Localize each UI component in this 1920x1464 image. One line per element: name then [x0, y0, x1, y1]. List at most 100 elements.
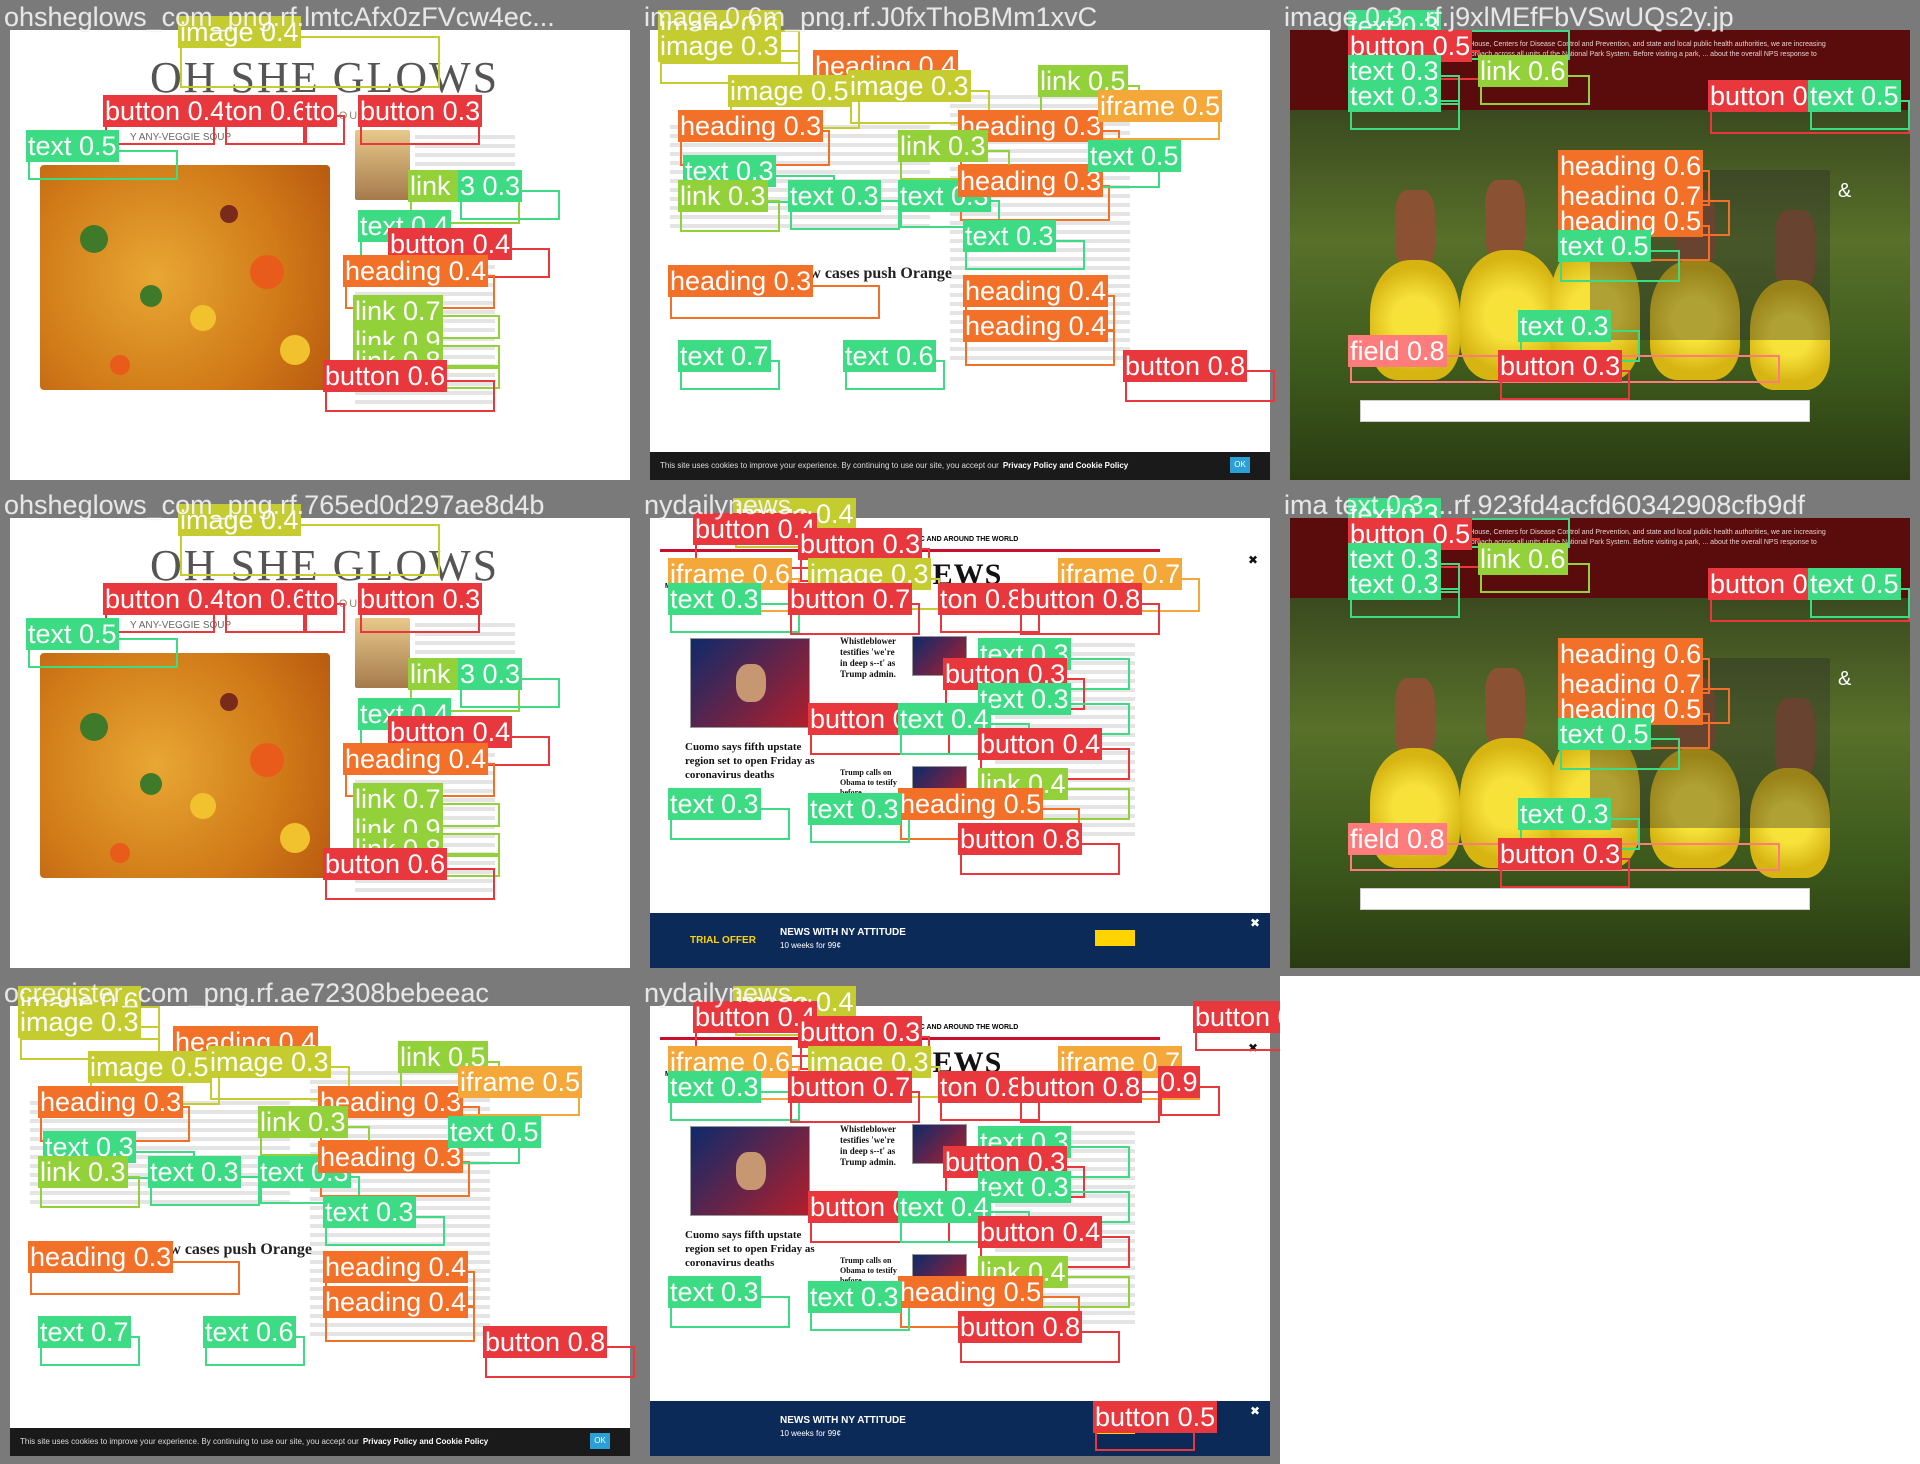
story-headline[interactable]: Trump calls on Obama to testify before — [840, 768, 897, 797]
detection-label: button 0.3 — [358, 583, 483, 615]
right-column-line[interactable] — [310, 1332, 490, 1336]
soup-ingredient — [220, 205, 238, 223]
article-line[interactable] — [30, 1119, 290, 1123]
sidebar-line — [415, 162, 515, 166]
detection-label: text 0.3 — [978, 1171, 1071, 1203]
right-column-line[interactable] — [310, 1116, 490, 1120]
right-column-line[interactable] — [310, 1179, 490, 1183]
detection-label: heading 0.5 — [898, 788, 1044, 820]
right-column-line[interactable] — [950, 149, 1130, 153]
right-column-line[interactable] — [950, 203, 1130, 207]
story-headline[interactable]: Whistleblower testifies 'we're in deep s… — [840, 636, 896, 679]
cookie-policy-link[interactable]: Privacy Policy and Cookie Policy — [362, 1437, 489, 1446]
close-icon[interactable]: ✖ — [1249, 916, 1260, 930]
soup-ingredient — [220, 693, 238, 711]
soup-ingredient — [140, 285, 162, 307]
detection-label: heading 0.4 — [963, 310, 1109, 342]
close-icon[interactable]: ✖ — [1247, 553, 1258, 567]
detection-label: heading 0.4 — [343, 743, 489, 775]
detection-label: link 0.3 — [38, 1156, 128, 1188]
article-line[interactable] — [30, 1191, 290, 1195]
article-line[interactable] — [670, 161, 930, 165]
detection-label: button 0.8 — [958, 1311, 1083, 1343]
right-column-line[interactable] — [310, 1242, 490, 1246]
subscription-banner: TRIAL OFFER NEWS WITH NY ATTITUDE 10 weeks… — [650, 913, 1270, 968]
detection-label: text 0.5 — [1558, 718, 1651, 750]
detection-label: ton 0.6 — [223, 95, 310, 127]
article-line[interactable] — [30, 1137, 290, 1141]
screenshot-tile: NYC AND AROUND THE WORLD✖NEWSMAY 14Whist… — [640, 488, 1280, 976]
detection-label: button 0.4 — [978, 1216, 1103, 1248]
article-line[interactable] — [30, 1128, 290, 1132]
detection-label: heading 0.3 — [318, 1086, 464, 1118]
trial-offer-label: TRIAL OFFER — [690, 935, 756, 946]
right-column-line[interactable] — [950, 347, 1130, 351]
right-column-line[interactable] — [950, 356, 1130, 360]
right-column-line[interactable] — [950, 140, 1130, 144]
detection-label: heading 0.4 — [963, 275, 1109, 307]
article-line[interactable] — [670, 143, 930, 147]
article-line[interactable] — [30, 1146, 290, 1150]
dancer-body — [1395, 190, 1435, 270]
sidebar-line — [415, 153, 515, 157]
screenshot-tile: Following guidance from the White House,… — [1280, 0, 1920, 488]
right-column-line[interactable] — [310, 1323, 490, 1327]
sidebar-link[interactable] — [355, 391, 495, 395]
ad-line — [995, 814, 1135, 818]
article-line[interactable] — [30, 1200, 290, 1204]
sidebar-link[interactable] — [355, 400, 495, 404]
detection-label: text 0.3 — [148, 1156, 241, 1188]
article-line[interactable] — [670, 170, 930, 174]
detection-label: image 0.3 — [208, 1046, 331, 1078]
tile-filename: image 0.3...rf.j9xlMEfFbVSwUQs2y.jp — [1284, 2, 1734, 32]
detection-label: text 0.5 — [448, 1116, 541, 1148]
detection-label: iframe 0.5 — [1098, 90, 1223, 122]
detection-label: link 0.5 — [1038, 65, 1128, 97]
detection-label: image 0.4 — [178, 16, 301, 48]
section-label: NYC AND AROUND THE WORLD — [910, 536, 1019, 543]
tile-filename: nydailynews... — [644, 978, 814, 1008]
detection-label: button 0.7 — [788, 583, 913, 615]
sidebar-link[interactable] — [355, 780, 495, 784]
story-photo[interactable] — [690, 1126, 810, 1216]
close-icon[interactable]: ✖ — [1249, 1404, 1260, 1418]
article-line[interactable] — [670, 152, 930, 156]
right-column-line[interactable] — [310, 1134, 490, 1138]
detection-label: button 0.3 — [798, 1016, 923, 1048]
detection-label: button 0.3 — [358, 95, 483, 127]
sidebar-link[interactable] — [355, 292, 495, 296]
sidebar-link[interactable] — [355, 888, 495, 892]
story-headline[interactable]: Cuomo says fifth upstate region set to o… — [685, 1229, 815, 1269]
close-icon[interactable]: ✖ — [1247, 1041, 1258, 1055]
search-field[interactable] — [1360, 888, 1810, 910]
detection-label: heading 0.6 — [1558, 150, 1704, 182]
sidebar-line — [415, 650, 515, 654]
article-line[interactable] — [670, 224, 930, 228]
sidebar-link[interactable] — [355, 879, 495, 883]
story-headline[interactable]: Whistleblower testifies 'we're in deep s… — [840, 1124, 896, 1167]
right-column-line[interactable] — [310, 1125, 490, 1129]
detection-label: image 0.5 — [728, 75, 851, 107]
ad-line — [995, 1203, 1135, 1207]
cookie-policy-link[interactable]: Privacy Policy and Cookie Policy — [1002, 461, 1129, 470]
right-column-line[interactable] — [950, 257, 1130, 261]
right-column-line[interactable] — [950, 212, 1130, 216]
detection-label: heading 0.4 — [323, 1286, 469, 1318]
story-headline[interactable]: Trump calls on Obama to testify before — [840, 1256, 897, 1285]
tile-filename: nydailynews... — [644, 490, 814, 520]
article-line[interactable] — [670, 215, 930, 219]
right-column-line[interactable] — [310, 1233, 490, 1237]
story-headline[interactable]: Cuomo says fifth upstate region set to o… — [685, 741, 815, 781]
ad-line — [995, 1302, 1135, 1306]
cookie-ok-button[interactable]: OK — [1230, 457, 1250, 473]
right-column-line[interactable] — [310, 1188, 490, 1192]
subscribe-button[interactable] — [1095, 930, 1135, 946]
right-column-line[interactable] — [950, 158, 1130, 162]
detection-label: text 0.3 — [668, 788, 761, 820]
story-photo[interactable] — [690, 638, 810, 728]
ad-line — [995, 805, 1135, 809]
cookie-banner: This site uses cookies to improve your e… — [650, 452, 1270, 480]
cookie-ok-button[interactable]: OK — [590, 1433, 610, 1449]
search-field[interactable] — [1360, 400, 1810, 422]
right-column-line[interactable] — [950, 266, 1130, 270]
